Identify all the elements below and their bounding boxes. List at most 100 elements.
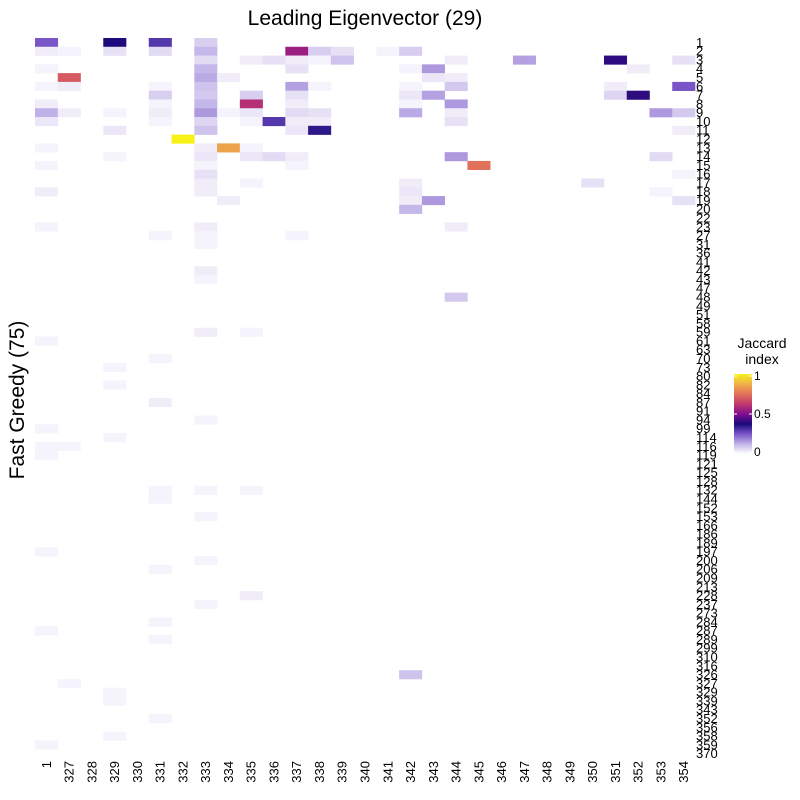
y-tick-label: 358 bbox=[696, 729, 718, 744]
heatmap-cell bbox=[467, 160, 491, 171]
y-tick-label: 43 bbox=[696, 272, 710, 287]
y-tick-label: 1 bbox=[696, 35, 703, 50]
color-legend: Jaccard index 00.51 bbox=[734, 335, 787, 459]
x-tick-label: 339 bbox=[335, 761, 350, 783]
heatmap-cell bbox=[103, 731, 127, 741]
heatmap-cell bbox=[399, 46, 423, 56]
heatmap-cell bbox=[103, 46, 127, 56]
heatmap-cell bbox=[399, 64, 423, 74]
heatmap-cell bbox=[285, 46, 309, 56]
heatmap-cell bbox=[217, 108, 241, 118]
heatmap-cell bbox=[239, 485, 263, 495]
heatmap-cell bbox=[148, 117, 172, 127]
heatmap-cell bbox=[217, 73, 241, 83]
heatmap-cell bbox=[285, 55, 309, 65]
heatmap-cell bbox=[308, 55, 332, 65]
heatmap-cell bbox=[194, 143, 218, 153]
y-tick-label: 73 bbox=[696, 360, 710, 375]
heatmap-cell bbox=[35, 336, 59, 346]
heatmap-cell bbox=[672, 81, 696, 91]
heatmap-cell bbox=[239, 327, 263, 337]
x-tick-label: 338 bbox=[312, 761, 327, 783]
y-tick-label: 84 bbox=[696, 386, 710, 401]
heatmap-cell bbox=[148, 714, 172, 724]
y-tick-label: 2 bbox=[696, 44, 703, 59]
heatmap-cell bbox=[444, 152, 468, 162]
y-tick-label: 10 bbox=[696, 114, 710, 129]
heatmap-cell bbox=[581, 178, 605, 188]
heatmap-cell bbox=[649, 152, 673, 162]
y-tick-label: 327 bbox=[696, 676, 718, 691]
x-tick-label: 328 bbox=[84, 761, 99, 783]
y-tick-label: 237 bbox=[696, 597, 718, 612]
heatmap-cell bbox=[239, 108, 263, 118]
y-tick-label: 114 bbox=[696, 430, 717, 445]
heatmap-cell bbox=[399, 108, 423, 118]
x-tick-label: 333 bbox=[198, 761, 213, 783]
heatmap-cell bbox=[194, 485, 218, 495]
heatmap-cell bbox=[148, 108, 172, 118]
y-tick-label: 82 bbox=[696, 377, 710, 392]
legend-colorbar bbox=[734, 374, 752, 454]
x-tick-label: 347 bbox=[517, 761, 532, 783]
heatmap-cell bbox=[103, 696, 127, 706]
heatmap-cell bbox=[649, 108, 673, 118]
heatmap-cell bbox=[239, 143, 263, 153]
heatmap-cell bbox=[194, 231, 218, 241]
x-tick-label: 345 bbox=[471, 761, 486, 783]
y-tick-label: 359 bbox=[696, 737, 718, 752]
y-tick-label: 5 bbox=[696, 70, 703, 85]
x-tick-label: 342 bbox=[403, 761, 418, 783]
heatmap-cell bbox=[148, 564, 172, 574]
legend-tick-label: 0 bbox=[754, 445, 761, 459]
y-tick-label: 273 bbox=[696, 606, 718, 621]
y-tick-label: 27 bbox=[696, 228, 710, 243]
heatmap-cell bbox=[421, 73, 445, 83]
heatmap-cell bbox=[148, 38, 172, 48]
x-tick-label: 350 bbox=[585, 761, 600, 783]
x-tick-label: 352 bbox=[631, 761, 646, 783]
y-tick-label: 22 bbox=[696, 211, 710, 226]
x-tick-label: 331 bbox=[153, 761, 168, 783]
heatmap-cell bbox=[148, 354, 172, 364]
y-tick-label: 19 bbox=[696, 193, 710, 208]
heatmap-cells bbox=[35, 38, 696, 750]
heatmap-cell bbox=[444, 108, 468, 118]
heatmap-cell bbox=[35, 81, 59, 91]
y-tick-label: 166 bbox=[696, 518, 718, 533]
heatmap-cell bbox=[444, 222, 468, 232]
heatmap-cell bbox=[308, 108, 332, 118]
y-tick-label: 152 bbox=[696, 500, 718, 515]
y-tick-label: 284 bbox=[696, 614, 718, 629]
y-tick-label: 316 bbox=[696, 658, 718, 673]
heatmap-cell bbox=[444, 73, 468, 83]
heatmap-cell bbox=[35, 160, 59, 171]
y-tick-label: 47 bbox=[696, 281, 710, 296]
x-tick-label: 327 bbox=[62, 761, 77, 783]
y-tick-label: 343 bbox=[696, 702, 718, 717]
y-tick-label: 352 bbox=[696, 711, 718, 726]
x-tick-label: 348 bbox=[540, 761, 555, 783]
x-tick-label: 344 bbox=[449, 761, 464, 783]
heatmap-cell bbox=[399, 196, 423, 206]
heatmap-cell bbox=[421, 90, 445, 100]
heatmap-cell bbox=[421, 64, 445, 74]
y-tick-label: 99 bbox=[696, 421, 710, 436]
heatmap-cell bbox=[103, 108, 127, 118]
heatmap-cell bbox=[603, 90, 628, 100]
y-tick-label: 299 bbox=[696, 641, 718, 656]
y-tick-label: 125 bbox=[696, 465, 718, 480]
heatmap-cell bbox=[603, 81, 628, 91]
heatmap-cell bbox=[444, 55, 468, 65]
heatmap-cell bbox=[194, 46, 218, 56]
heatmap-cell bbox=[57, 73, 81, 83]
heatmap-cell bbox=[35, 108, 59, 118]
heatmap-cell bbox=[194, 169, 218, 179]
heatmap-cell bbox=[103, 380, 127, 390]
heatmap-cell bbox=[239, 90, 263, 100]
x-tick-label: 340 bbox=[358, 761, 373, 783]
legend-tick-label: 0.5 bbox=[754, 407, 771, 421]
heatmap-cell bbox=[103, 433, 127, 443]
